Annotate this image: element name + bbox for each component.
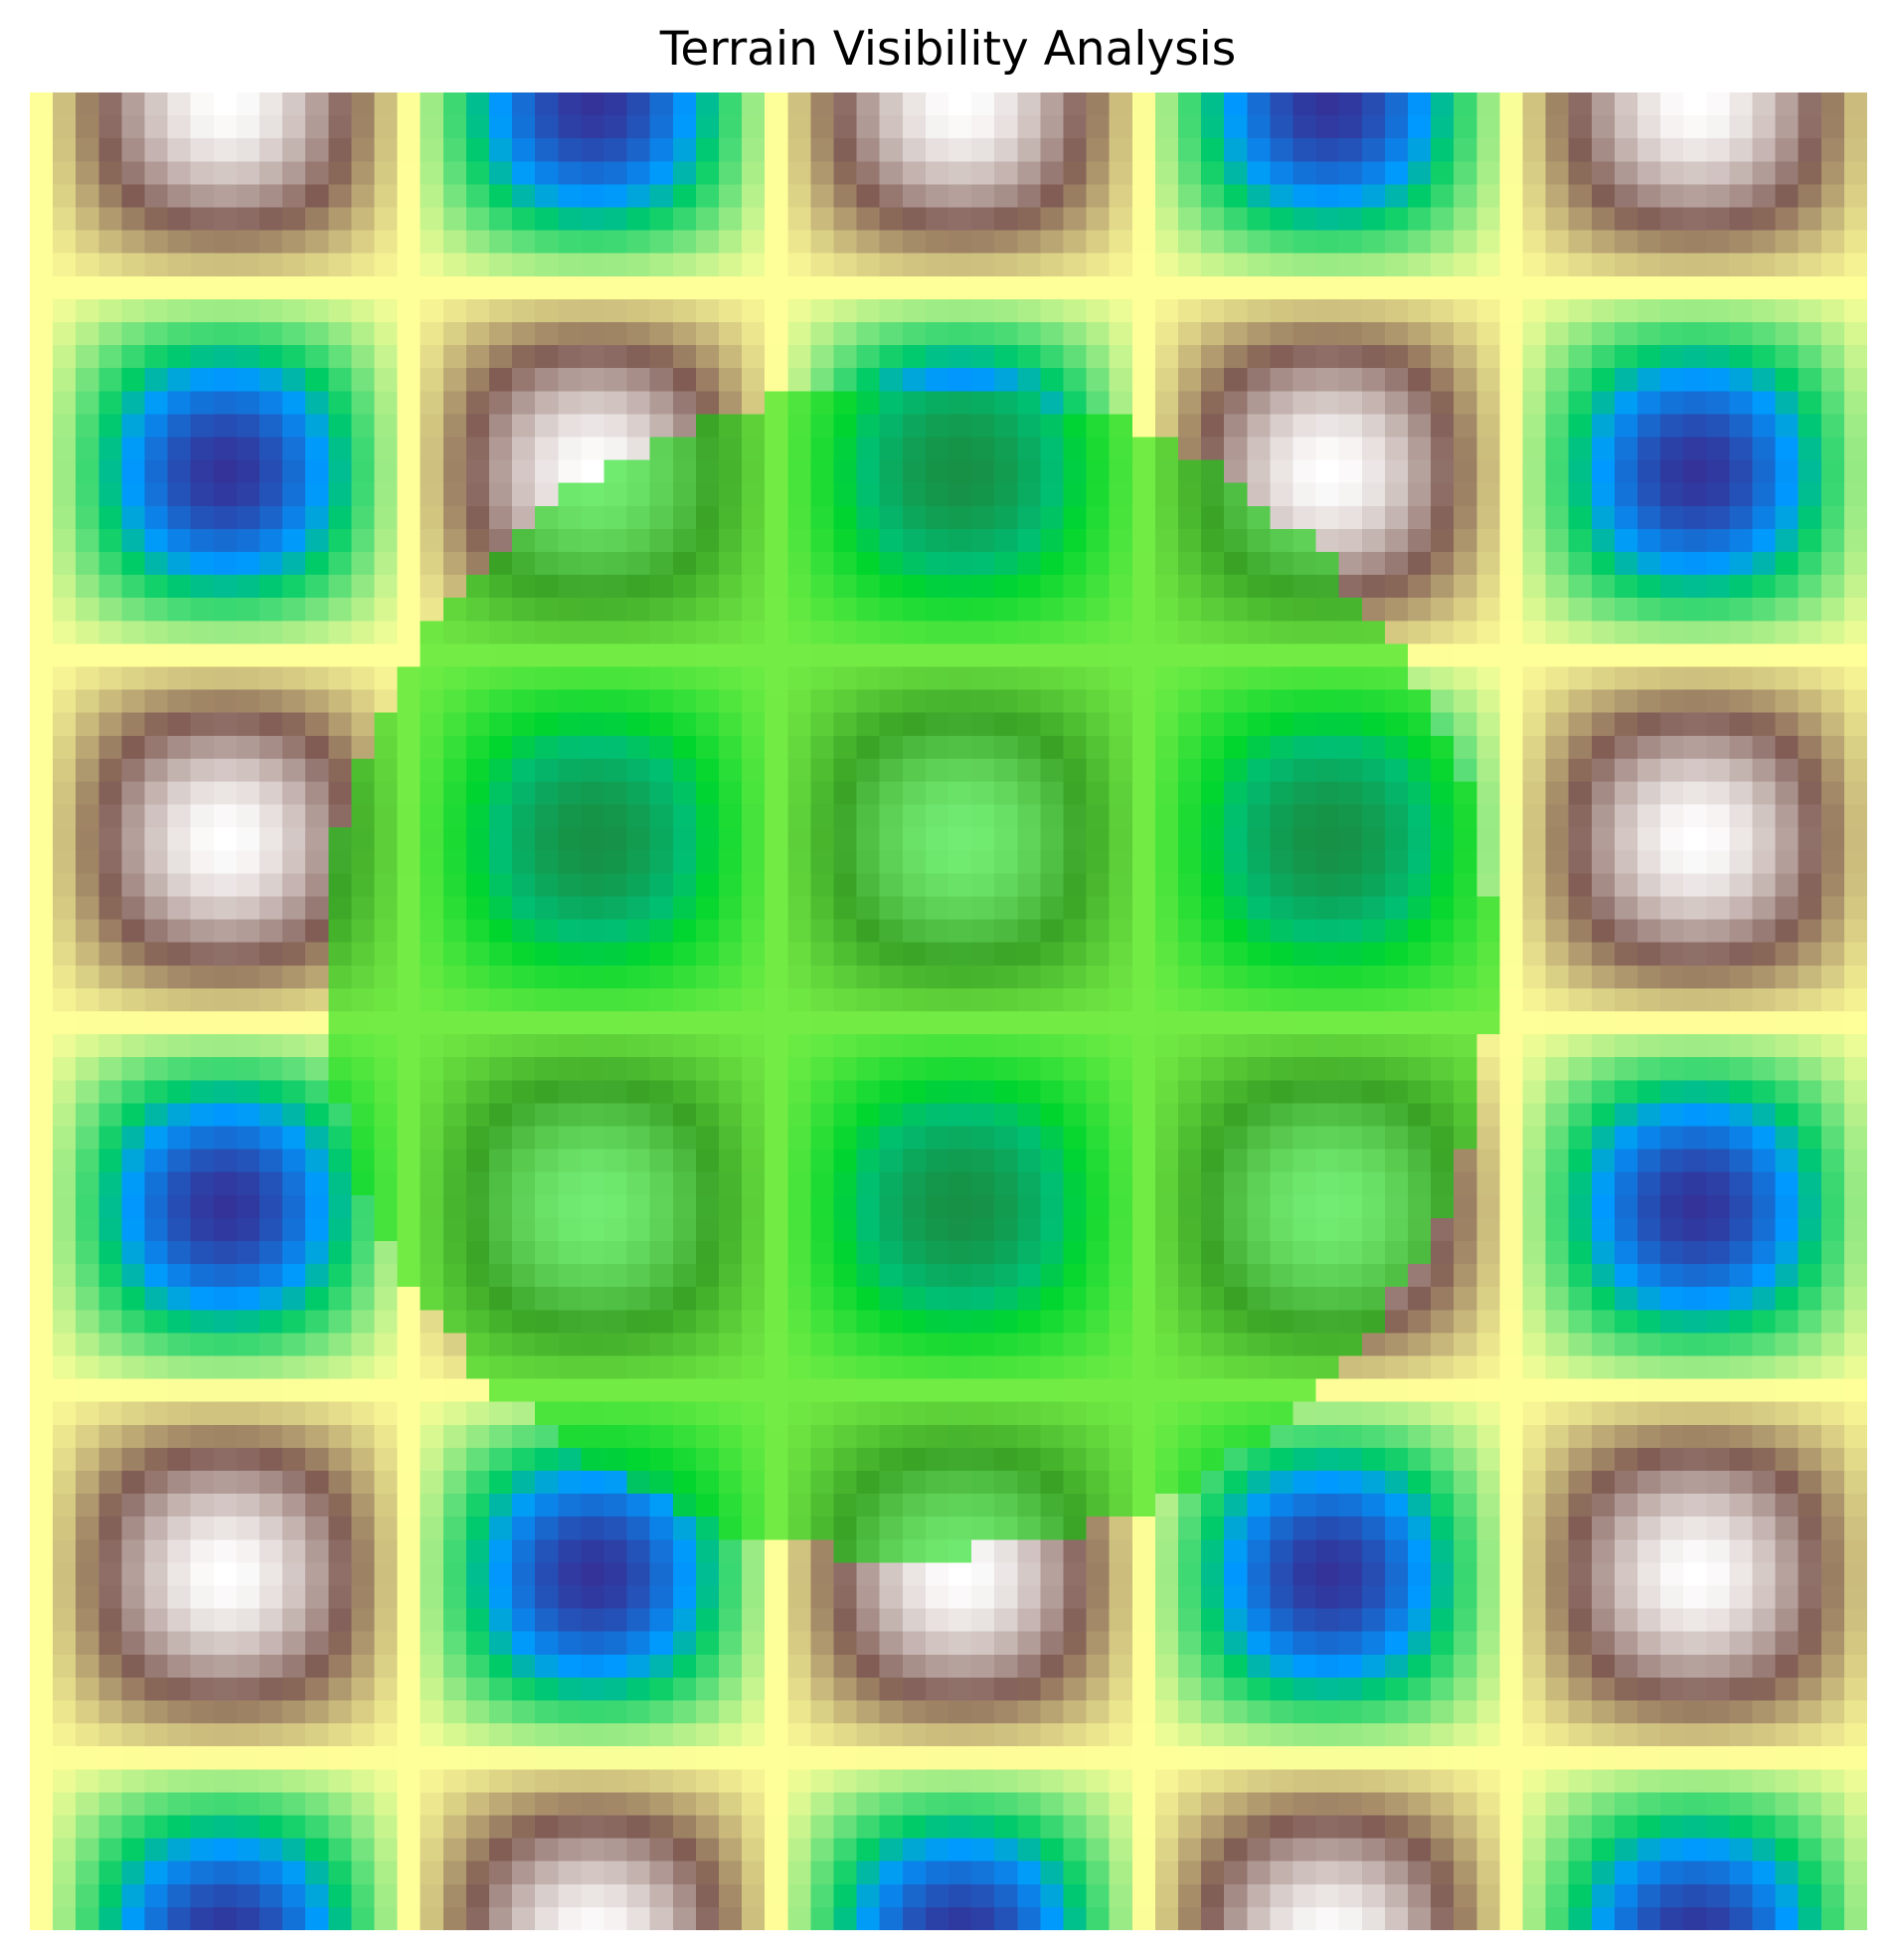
plot-area [30, 92, 1867, 1930]
terrain-heatmap [30, 92, 1867, 1930]
chart-title: Terrain Visibility Analysis [659, 22, 1237, 77]
